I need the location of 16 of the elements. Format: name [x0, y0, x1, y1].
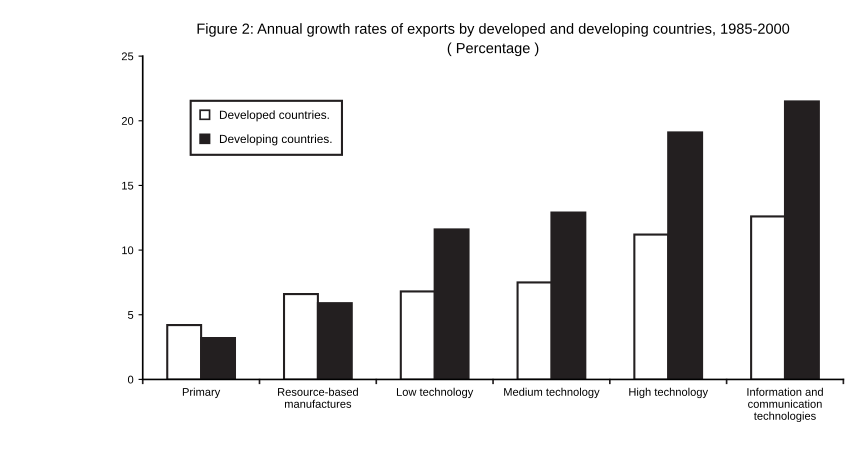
legend-label: Developing countries.: [220, 134, 332, 146]
x-tick-label: Low technology: [396, 388, 474, 398]
x-tick-label: Resource-based manufactures: [278, 388, 358, 408]
y-tick-label: 20: [122, 117, 134, 125]
chart-title: Figure 2: Annual growth rates of exports by developed and developing countries, 1985-2000: [198, 23, 790, 37]
y-tick-label: 25: [122, 52, 134, 60]
y-tick-label: 10: [122, 246, 134, 254]
x-tick-label: Primary: [182, 388, 220, 398]
x-tick-label: High technology: [629, 388, 708, 398]
x-tick-label: Information and communication technologies: [747, 388, 823, 422]
legend-label: Developed countries.: [220, 110, 329, 122]
y-tick-label: 5: [128, 311, 134, 319]
chart-subtitle: ( Percentage ): [448, 42, 538, 56]
x-tick-label: Medium technology: [504, 388, 600, 398]
y-tick-label: 15: [122, 182, 134, 190]
y-tick-label: 0: [128, 376, 134, 384]
